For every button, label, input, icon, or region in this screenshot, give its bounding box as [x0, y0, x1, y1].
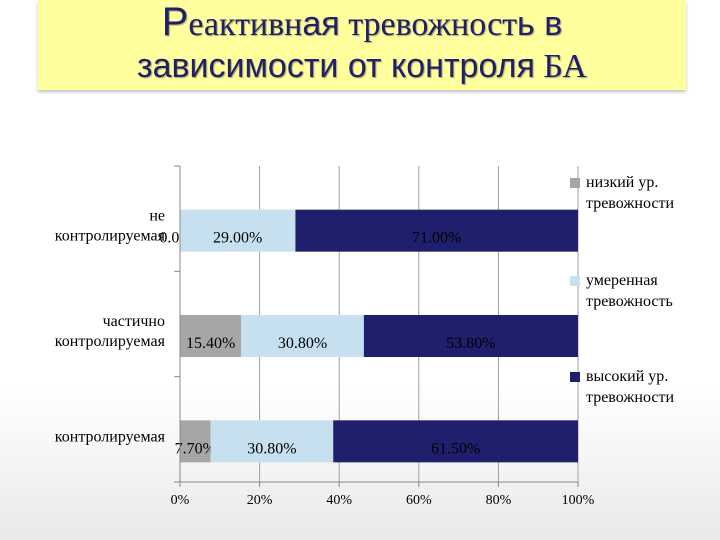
title-line-1: Реактивная тревожность в — [38, 2, 686, 45]
data-label: 15.40% — [186, 335, 235, 352]
bar-segment — [180, 315, 242, 357]
data-label: 29.00% — [213, 230, 262, 247]
data-label: 30.80% — [247, 440, 296, 457]
data-label: 71.00% — [412, 230, 461, 247]
legend-label: умеренная тревожность — [586, 272, 673, 310]
data-label: 61.50% — [431, 440, 480, 457]
title-box: Реактивная тревожность в зависимости от … — [38, 0, 686, 90]
bar-segment — [180, 209, 296, 252]
x-tick-label: 40% — [326, 493, 352, 508]
title-fragment: ая — [302, 5, 340, 43]
legend-swatch — [570, 372, 580, 382]
x-tick-label: 80% — [486, 493, 512, 508]
data-label: 7.70% — [175, 440, 216, 457]
legend-item: высокий ур. тревожности — [570, 366, 720, 410]
bar-segment — [295, 209, 578, 252]
title-fragment: БА — [534, 48, 587, 85]
bar-segment — [363, 315, 578, 357]
data-label: 30.80% — [278, 335, 327, 352]
title-line-2: зависимости от контроля БА — [38, 46, 686, 87]
title-fragment: ь в — [517, 5, 563, 43]
category-label: контролируемая — [55, 228, 166, 245]
category-label: не — [149, 208, 165, 225]
category-label: контролируемая — [55, 428, 166, 445]
legend-item: низкий ур. тревожности — [570, 172, 720, 216]
title-fragment: тревожност — [339, 6, 518, 43]
x-tick-label: 100% — [562, 493, 595, 508]
legend-label: низкий ур. тревожности — [586, 174, 675, 212]
bar-segment — [241, 315, 364, 357]
category-label: частично — [103, 313, 165, 330]
legend-label: высокий ур. тревожности — [586, 368, 675, 406]
legend-swatch — [570, 178, 580, 188]
title-fragment: зависимости от контроля — [137, 47, 535, 85]
legend-swatch — [570, 276, 580, 286]
bar-segment — [180, 420, 211, 463]
title-fragment: еактивн — [188, 6, 303, 43]
x-tick-label: 60% — [406, 493, 432, 508]
x-tick-label: 20% — [247, 493, 273, 508]
bar-segment — [210, 420, 334, 463]
title-fragment: Р — [161, 0, 189, 44]
data-label: 53.80% — [446, 335, 495, 352]
x-tick-label: 0% — [171, 493, 190, 508]
bar-segment — [333, 420, 578, 463]
category-label: контролируемая — [55, 333, 166, 350]
legend-item: умеренная тревожность — [570, 270, 720, 314]
